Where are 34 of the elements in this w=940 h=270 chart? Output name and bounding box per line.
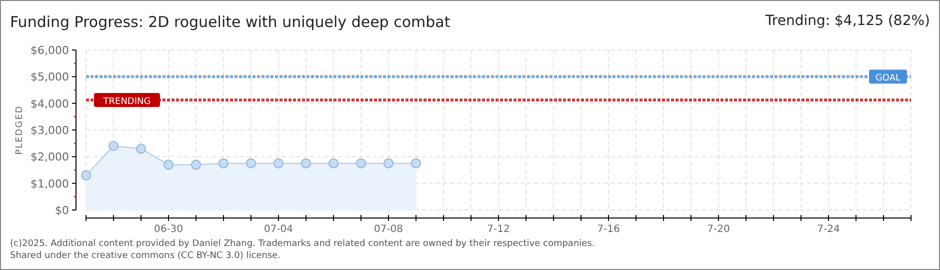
y-tick-label: $0 — [55, 204, 69, 217]
x-tick-label: 7-12 — [487, 224, 510, 235]
point — [191, 160, 201, 170]
y-tick-label: $4,000 — [30, 97, 69, 110]
x-tick-label: 7-16 — [597, 224, 620, 235]
point — [384, 158, 394, 168]
x-tick-label: 7-24 — [817, 224, 840, 235]
point — [136, 144, 146, 154]
chart-subtitle: Trending: $4,125 (82%) — [764, 13, 930, 29]
point — [164, 160, 174, 170]
point — [328, 158, 338, 168]
point — [81, 170, 91, 180]
text: (c)2025. Additional content provided by Daniel Zhang. Trademarks and related content are owned by their respective companies. — [10, 239, 595, 249]
text: Shared under the creative commons (CC BY-NC 3.0) license. — [10, 251, 281, 261]
y-tick-label: $3,000 — [30, 124, 69, 137]
point — [218, 158, 228, 168]
y-tick-label: $6,000 — [30, 44, 69, 57]
y-tick-label: $2,000 — [30, 150, 69, 164]
point — [411, 158, 421, 168]
chart-title: Funding Progress: 2D roguelite with uniquely deep combat — [10, 13, 450, 31]
ref-line-label: GOAL — [875, 74, 901, 84]
x-tick-label: 07-04 — [264, 224, 294, 235]
point — [301, 158, 311, 168]
y-tick-label: $1,000 — [30, 177, 69, 190]
point — [108, 141, 118, 151]
ref-line-label: TRENDING — [102, 97, 151, 107]
point — [356, 158, 366, 168]
point — [246, 158, 256, 168]
point — [274, 158, 284, 168]
x-tick-label: 07-08 — [374, 224, 404, 235]
x-tick-label: 7-20 — [707, 224, 730, 235]
x-tick-label: 06-30 — [154, 224, 184, 235]
y-axis-title: PLEDGED — [15, 105, 25, 155]
y-tick-label: $5,000 — [30, 70, 69, 84]
